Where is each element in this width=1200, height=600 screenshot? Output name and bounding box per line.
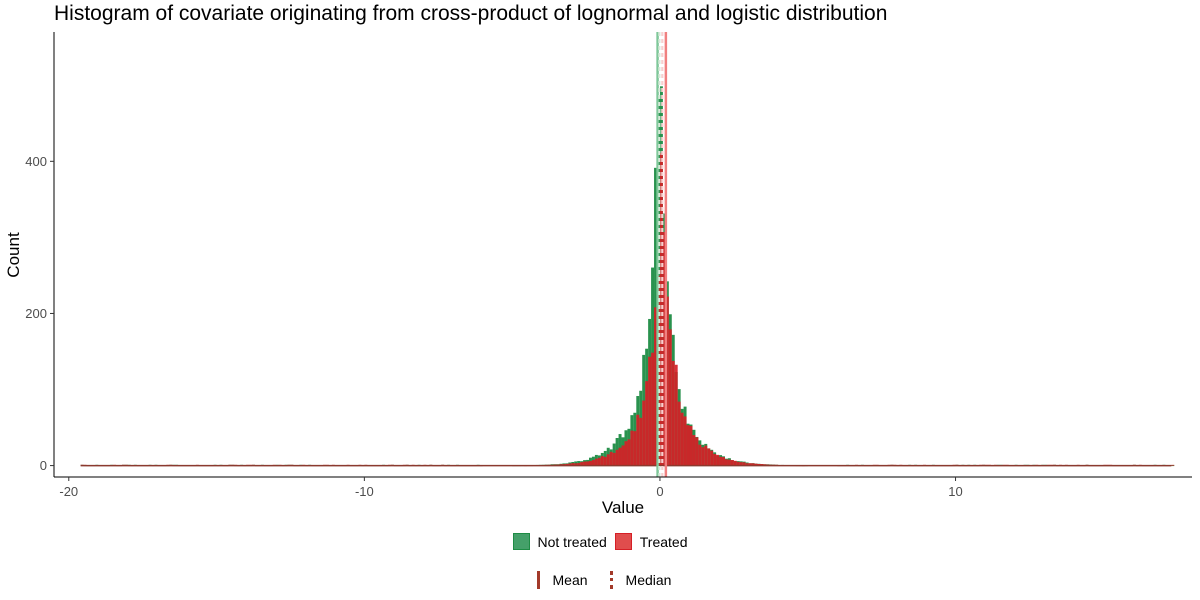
histogram-bar-treated (594, 458, 598, 466)
median-line-key-icon (602, 570, 620, 590)
histogram-bar-not-treated (1171, 465, 1175, 467)
y-tick-label: 400 (25, 154, 47, 169)
histogram-bar-treated (751, 463, 755, 466)
legend-item-treated: Treated (614, 533, 688, 550)
histogram-bar-treated (633, 431, 637, 466)
histogram-bar-treated (591, 460, 595, 466)
histogram-bar-treated (695, 437, 699, 466)
histogram-bar-treated (742, 462, 746, 466)
histogram-bar-treated (648, 356, 652, 466)
histogram-bar-treated (651, 352, 655, 466)
histogram-bar-treated (689, 425, 693, 466)
legend-swatch-treated (614, 533, 632, 550)
histogram-bar-treated (630, 430, 634, 466)
histogram-bar-treated (671, 360, 675, 466)
histogram-bar-treated (642, 400, 646, 466)
histogram-bar-treated (577, 463, 581, 466)
legend-item-not-treated: Not treated (512, 533, 607, 550)
histogram-bar-treated (606, 454, 610, 466)
legend-item-median: Median (602, 570, 672, 590)
histogram-bar-treated (654, 307, 657, 466)
histogram-bar-treated (1171, 464, 1175, 466)
histogram-bar-treated (686, 425, 690, 466)
histogram-bar-treated (603, 456, 607, 466)
histogram-bar-treated (719, 456, 723, 466)
histogram-bar-treated (574, 463, 578, 466)
histogram-bar-treated (615, 449, 619, 466)
histogram-bar-treated (701, 447, 705, 466)
x-tick-label: -10 (355, 484, 374, 499)
bars-layer (80, 86, 1175, 467)
histogram-bar-treated (716, 454, 720, 466)
legend-label-not-treated: Not treated (537, 533, 607, 550)
histogram-bar-treated (609, 451, 613, 466)
histogram-bar-treated (707, 448, 711, 466)
x-tick-label: 0 (656, 484, 663, 499)
legend-swatch-not-treated (512, 533, 530, 550)
histogram-bar-treated (621, 445, 625, 466)
histogram-bar-treated (724, 459, 728, 466)
histogram-bar-treated (733, 460, 737, 466)
histogram-bar-treated (683, 416, 687, 466)
histogram-bar-treated (662, 232, 666, 466)
histogram-bar-treated (565, 463, 569, 466)
histogram-bar-treated (754, 463, 758, 466)
histogram-bar-treated (618, 447, 622, 466)
legend-label-mean: Mean (552, 572, 588, 588)
histogram-bar-treated (704, 445, 708, 466)
histogram-bar-treated (665, 296, 669, 466)
mean-line-key-icon (529, 570, 547, 590)
histogram-bar-treated (748, 463, 752, 466)
histogram-bar-treated (677, 401, 681, 466)
histogram-bar-treated (745, 463, 749, 466)
histogram-bar-treated (645, 381, 649, 466)
histogram-bar-treated (710, 450, 714, 466)
histogram-bar-treated (713, 453, 717, 466)
histogram-bar-treated (589, 460, 592, 466)
y-tick-label: 200 (25, 306, 47, 321)
histogram-bar-treated (571, 463, 575, 466)
histogram-bar-treated (757, 463, 761, 466)
chart-title: Histogram of covariate originating from … (54, 2, 888, 25)
histogram-bar-treated (692, 435, 696, 466)
histogram-bar-treated (568, 463, 572, 466)
x-tick-label: -20 (59, 484, 78, 499)
histogram-bar-treated (659, 152, 663, 466)
reference-lines-layer (656, 32, 668, 477)
histogram-bar-treated (636, 414, 640, 466)
histogram-bar-treated (586, 461, 590, 466)
histogram-bar-treated (624, 441, 628, 466)
histogram-bar-treated (730, 460, 734, 466)
histogram-bar-treated (668, 329, 672, 466)
histogram-bar-treated (760, 464, 764, 466)
y-tick-label: 0 (40, 458, 47, 473)
histogram-bar-treated (680, 412, 684, 466)
histogram-bar-treated (639, 417, 643, 466)
histogram-bar-treated (698, 444, 702, 466)
histogram-bar-treated (627, 439, 631, 466)
x-tick-label: 10 (948, 484, 962, 499)
legend-label-treated: Treated (639, 533, 688, 550)
fill-legend: Not treated Treated (0, 533, 1200, 550)
histogram-bar-treated (722, 457, 725, 466)
histogram-bar-treated (580, 462, 584, 466)
histogram-bar-treated (583, 461, 587, 466)
y-axis-title: Count (4, 232, 23, 278)
legend-label-median: Median (625, 572, 672, 588)
histogram-bar-treated (739, 462, 743, 466)
histogram-bar-treated (597, 457, 601, 466)
histogram-bar-treated (736, 461, 740, 466)
histogram-bar-treated (674, 364, 678, 466)
x-axis-title: Value (602, 498, 644, 517)
histogram-bar-treated (600, 456, 604, 466)
legend-item-mean: Mean (529, 570, 588, 590)
histogram-bar-treated (727, 459, 731, 466)
histogram-bar-treated (612, 452, 616, 466)
line-legend: Mean Median (0, 570, 1200, 590)
